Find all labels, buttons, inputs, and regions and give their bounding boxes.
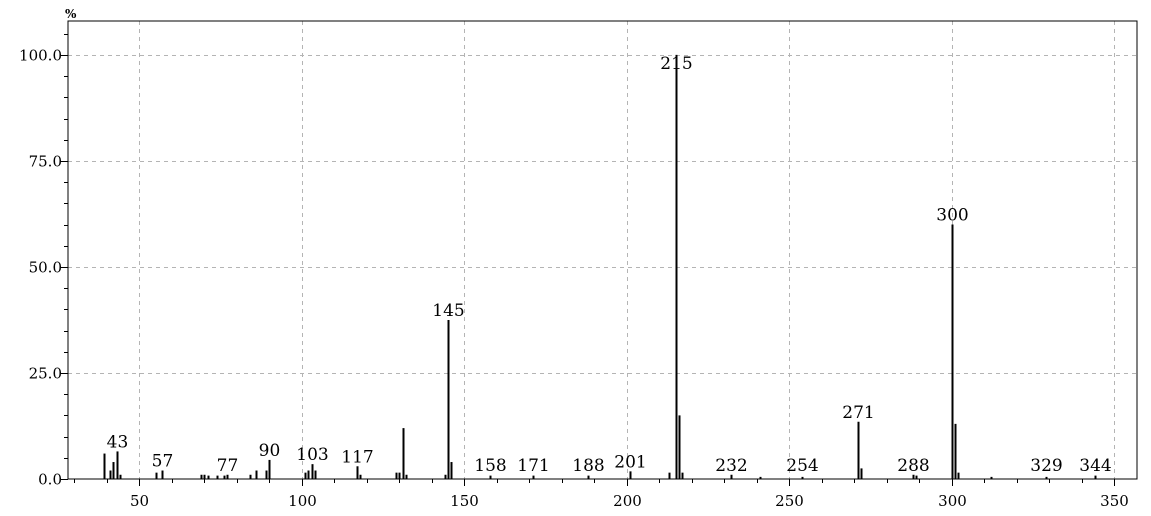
- y-tick-label: 100.0: [19, 47, 62, 65]
- peak-label: 254: [786, 456, 818, 476]
- peak-label: 288: [897, 456, 929, 476]
- x-tick-label: 200: [613, 492, 642, 510]
- grid-layer: [68, 21, 1137, 479]
- peak-label: 188: [572, 456, 604, 476]
- peak-label: 329: [1030, 456, 1062, 476]
- x-tick-label: 150: [450, 492, 479, 510]
- peak-label: 344: [1079, 456, 1111, 476]
- peak-label-layer: 43 57 77 90 103 117 145 158 171 188 201 215 232 254 27…: [107, 54, 1112, 476]
- peak-label: 117: [341, 447, 373, 467]
- peak-label: 90: [259, 441, 281, 461]
- plot-frame: [67, 20, 1138, 480]
- peak-label: 57: [152, 452, 174, 472]
- y-tick-label: 0.0: [38, 471, 62, 489]
- peak-label: 43: [107, 432, 129, 452]
- y-tick-label: 50.0: [29, 259, 62, 277]
- peak-label: 77: [217, 456, 239, 476]
- peak-label: 158: [474, 456, 506, 476]
- x-tick-label: 100: [288, 492, 317, 510]
- peak-label: 300: [936, 206, 968, 226]
- peak-label: 103: [296, 445, 328, 465]
- x-tick-label: 350: [1100, 492, 1129, 510]
- peak-layer: [103, 54, 1097, 479]
- x-tick-label: 300: [938, 492, 967, 510]
- axis-layer: %: [65, 7, 1138, 480]
- x-tick-label: 50: [130, 492, 149, 510]
- peak-label: 145: [432, 301, 464, 321]
- peak-label: 201: [614, 452, 646, 472]
- tick-layer: 50 100 150 200 250 300 350 0.0 25.0 50.0 75.0 100.0: [19, 34, 1129, 510]
- peak-label: 215: [660, 54, 692, 74]
- y-unit-label: %: [65, 7, 77, 21]
- peak-label: 232: [715, 456, 747, 476]
- x-tick-label: 250: [775, 492, 804, 510]
- peak-label: 171: [517, 456, 549, 476]
- peak-label: 271: [842, 403, 874, 423]
- y-tick-label: 25.0: [29, 365, 62, 383]
- y-tick-label: 75.0: [29, 153, 62, 171]
